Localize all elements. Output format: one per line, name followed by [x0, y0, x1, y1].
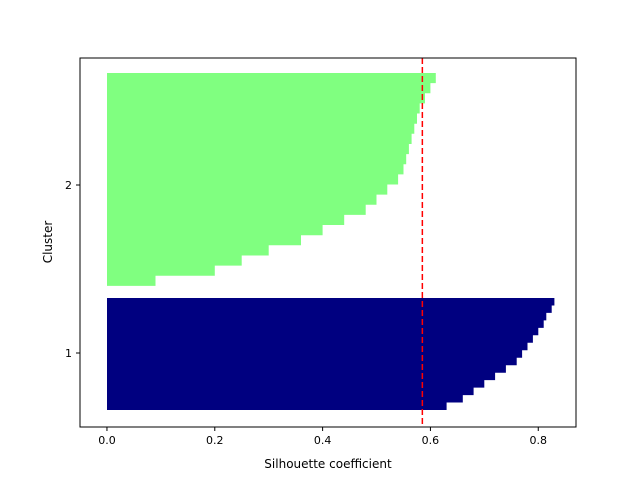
- x-axis-label: Silhouette coefficient: [264, 457, 392, 471]
- x-tick-label: 0.2: [206, 434, 224, 447]
- x-axis-ticks: 0.0 0.2 0.4 0.6 0.8: [98, 427, 547, 447]
- cluster-2-silhouette: [107, 73, 436, 296]
- plot-frame: [79, 57, 577, 428]
- x-tick-label: 0.6: [422, 434, 440, 447]
- cluster-1-silhouette: [107, 298, 555, 410]
- y-tick-label: 2: [65, 179, 72, 192]
- y-axis-ticks: 12: [65, 179, 80, 360]
- x-tick-label: 0.8: [530, 434, 548, 447]
- y-tick-label: 1: [65, 347, 72, 360]
- x-tick-label: 0.0: [98, 434, 116, 447]
- silhouette-bars: [107, 73, 555, 410]
- y-axis-label: Cluster: [41, 221, 55, 264]
- x-tick-label: 0.4: [314, 434, 332, 447]
